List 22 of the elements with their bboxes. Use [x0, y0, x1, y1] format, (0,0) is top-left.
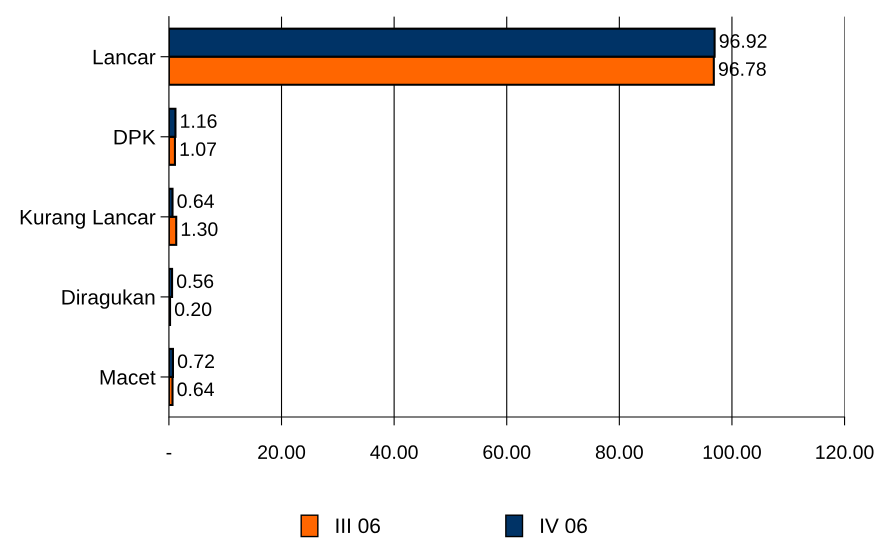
y-tick-label: Kurang Lancar: [20, 210, 156, 229]
data-label: 0.72: [178, 354, 214, 368]
x-tick-label: 120.00: [816, 445, 874, 460]
data-label: 1.07: [180, 142, 216, 156]
y-tick-label: Macet: [100, 370, 156, 385]
data-label: 1.30: [182, 222, 218, 236]
data-label: 0.64: [177, 382, 214, 396]
x-tick-label: 60.00: [483, 445, 530, 460]
data-label: 0.64: [177, 194, 214, 208]
x-tick-label: 20.00: [258, 445, 306, 460]
legend-label: III 06: [336, 518, 380, 534]
y-tick-label: Diragukan: [62, 289, 154, 309]
x-tick-label: -: [166, 452, 172, 454]
x-tick-label: 80.00: [596, 445, 643, 460]
legend-label: IV 06: [541, 518, 587, 534]
data-label: 0.56: [176, 274, 214, 288]
data-label: 1.16: [181, 114, 217, 128]
y-tick-label: Lancar: [94, 50, 156, 64]
x-tick-label: 40.00: [370, 445, 418, 460]
y-tick-label: DPK: [114, 130, 156, 144]
data-label: 0.20: [174, 302, 212, 316]
x-tick-label: 100.00: [704, 445, 761, 460]
